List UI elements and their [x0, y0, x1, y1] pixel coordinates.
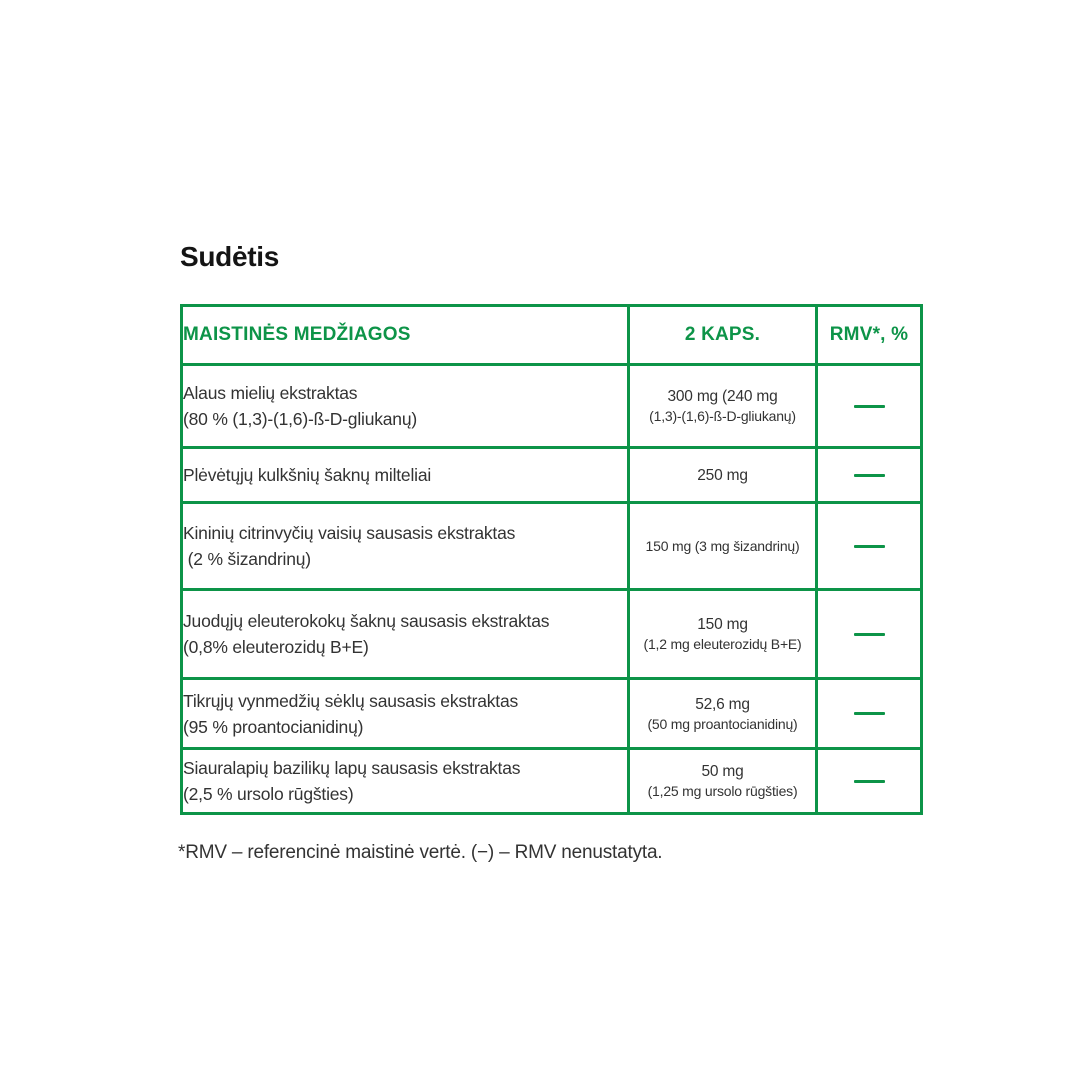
ingredient-name-line: (0,8% eleuterozidų B+E)	[183, 637, 369, 657]
ingredient-name-line: Plėvėtųjų kulkšnių šaknų milteliai	[183, 465, 432, 485]
ingredient-name-line: (80 % (1,3)-(1,6)-ß-D-gliukanų)	[183, 409, 417, 429]
amount-line: 300 mg (240 mg	[667, 388, 778, 405]
table-row: Alaus mielių ekstraktas (80 % (1,3)-(1,6…	[180, 363, 923, 449]
ingredient-name-line: Juodųjų eleuterokokų šaknų sausasis ekst…	[183, 611, 550, 631]
table-header-row: MAISTINĖS MEDŽIAGOS 2 KAPS. RMV*, %	[180, 304, 923, 366]
dash-icon	[853, 712, 885, 715]
amount-line: 150 mg	[697, 616, 748, 633]
col-header-nutrients: MAISTINĖS MEDŽIAGOS	[180, 304, 630, 366]
rmv-cell	[815, 588, 923, 680]
nutrition-table: MAISTINĖS MEDŽIAGOS 2 KAPS. RMV*, % Alau…	[180, 304, 923, 815]
rmv-cell	[815, 747, 923, 815]
ingredient-amount: 50 mg (1,25 mg ursolo rūgšties)	[627, 747, 818, 815]
ingredient-amount: 150 mg (1,2 mg eleuterozidų B+E)	[627, 588, 818, 680]
ingredient-name-line: (2,5 % ursolo rūgšties)	[183, 784, 354, 804]
ingredient-name-line: (95 % proantocianidinų)	[183, 716, 364, 737]
rmv-cell	[815, 677, 923, 750]
dash-icon	[853, 473, 885, 477]
ingredient-name: Alaus mielių ekstraktas (80 % (1,3)-(1,6…	[180, 363, 630, 449]
ingredient-name: Juodųjų eleuterokokų šaknų sausasis ekst…	[180, 588, 630, 680]
col-header-rmv: RMV*, %	[815, 304, 923, 366]
ingredient-amount: 250 mg	[627, 446, 818, 504]
rmv-cell	[815, 363, 923, 449]
table-row: Plėvėtųjų kulkšnių šaknų milteliai 250 m…	[180, 446, 923, 504]
col-header-per-2-caps: 2 KAPS.	[627, 304, 818, 366]
ingredient-name: Tikrųjų vynmedžių sėklų sausasis ekstrak…	[180, 677, 630, 750]
amount-line: (1,25 mg ursolo rūgšties)	[647, 783, 798, 799]
ingredient-name-line: Tikrųjų vynmedžių sėklų sausasis ekstrak…	[183, 690, 519, 711]
table-row: Kininių citrinvyčių vaisių sausasis ekst…	[180, 501, 923, 591]
table-row: Juodųjų eleuterokokų šaknų sausasis ekst…	[180, 588, 923, 680]
ingredient-amount: 300 mg (240 mg (1,3)-(1,6)-ß-D-gliukanų)	[627, 363, 818, 449]
footnote: *RMV – referencinė maistinė vertė. (−) –…	[178, 842, 663, 863]
ingredient-amount: 150 mg (3 mg šizandrinų)	[627, 501, 818, 591]
amount-line: (1,2 mg eleuterozidų B+E)	[643, 636, 802, 652]
dash-icon	[853, 544, 885, 548]
table-row: Siauralapių bazilikų lapų sausasis ekstr…	[180, 747, 923, 815]
dash-icon	[853, 779, 885, 783]
amount-line: 50 mg	[701, 763, 744, 780]
ingredient-name: Plėvėtųjų kulkšnių šaknų milteliai	[180, 446, 630, 504]
amount-line: (1,3)-(1,6)-ß-D-gliukanų)	[649, 408, 796, 424]
ingredient-name-line: Kininių citrinvyčių vaisių sausasis ekst…	[183, 523, 516, 543]
ingredient-name: Kininių citrinvyčių vaisių sausasis ekst…	[180, 501, 630, 591]
dash-icon	[853, 632, 885, 636]
ingredient-name-line: (2 % šizandrinų)	[183, 549, 311, 569]
ingredient-amount: 52,6 mg (50 mg proantocianidinų)	[627, 677, 818, 750]
ingredient-name-line: Alaus mielių ekstraktas	[183, 383, 358, 403]
ingredient-name: Siauralapių bazilikų lapų sausasis ekstr…	[180, 747, 630, 815]
page-title: Sudėtis	[180, 241, 280, 272]
amount-line: (50 mg proantocianidinų)	[647, 715, 798, 732]
amount-line: 250 mg	[697, 466, 748, 484]
rmv-cell	[815, 501, 923, 591]
amount-line: 52,6 mg	[695, 695, 750, 713]
ingredient-name-line: Siauralapių bazilikų lapų sausasis ekstr…	[183, 758, 521, 778]
amount-line: 150 mg (3 mg šizandrinų)	[645, 537, 800, 554]
dash-icon	[853, 404, 885, 408]
rmv-cell	[815, 446, 923, 504]
table-row: Tikrųjų vynmedžių sėklų sausasis ekstrak…	[180, 677, 923, 750]
